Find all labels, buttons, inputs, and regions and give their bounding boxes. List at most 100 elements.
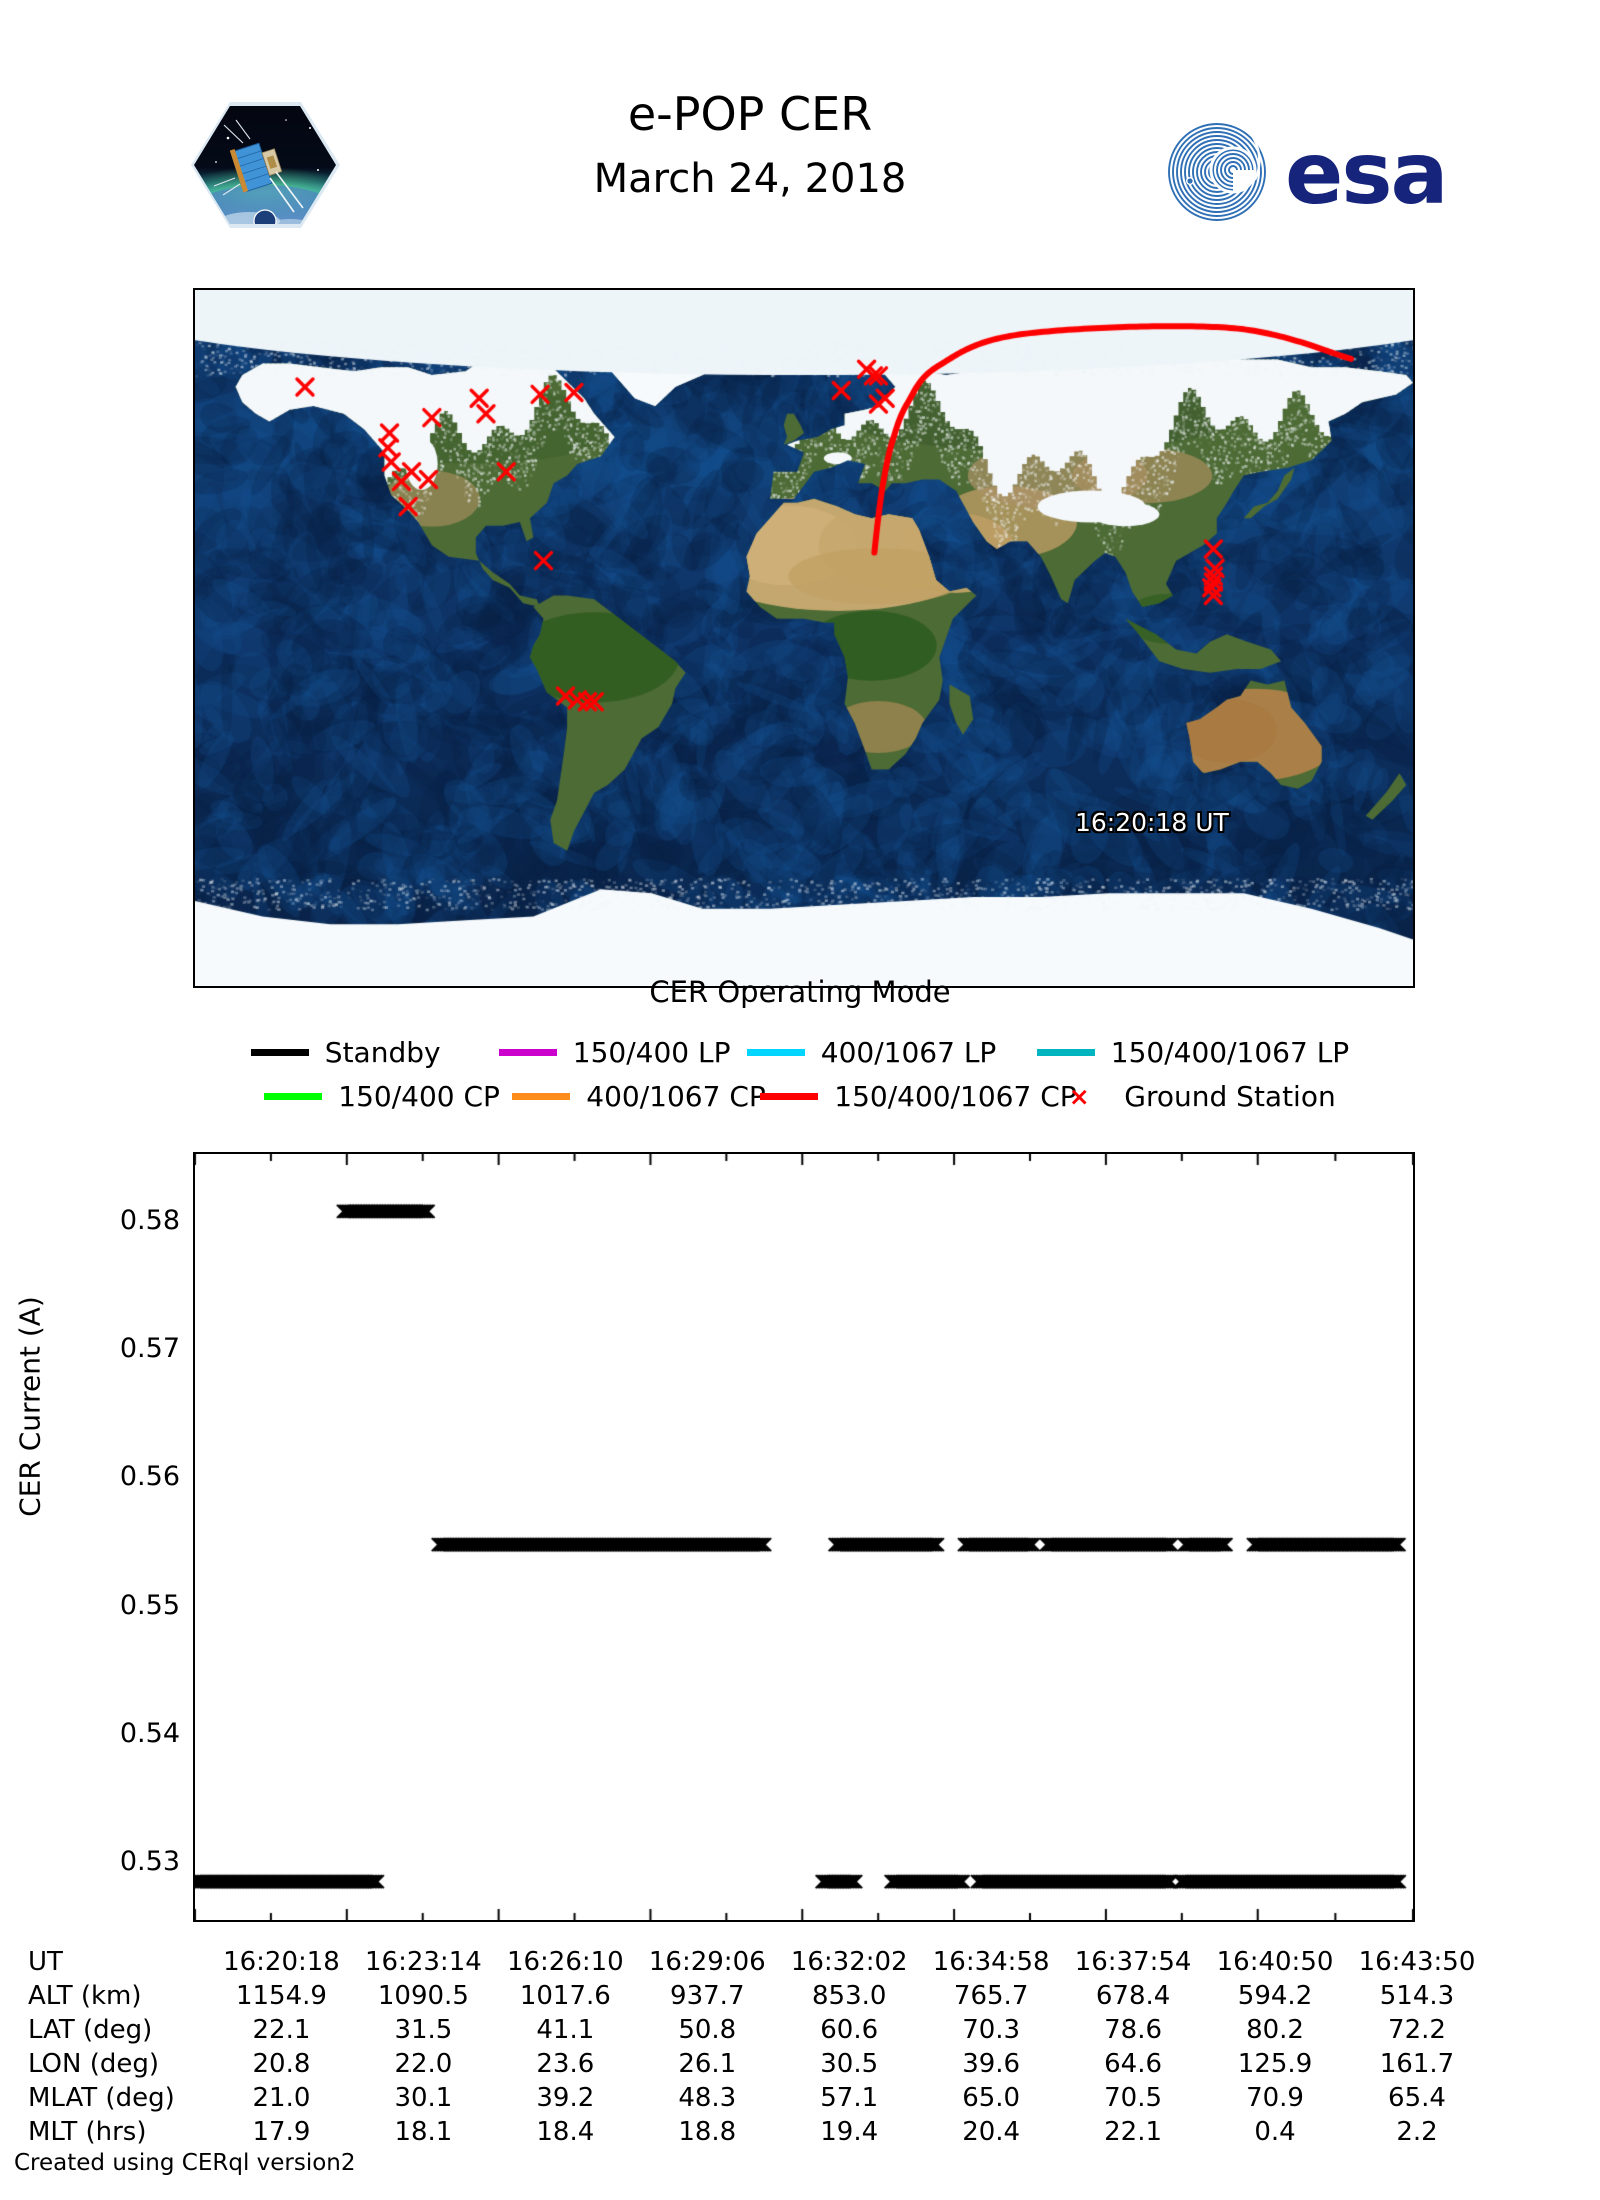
legend-label: 150/400 LP <box>573 1036 731 1069</box>
legend-swatch <box>760 1093 818 1100</box>
esa-wordmark: esa <box>1285 124 1447 224</box>
legend-label: Ground Station <box>1124 1080 1335 1113</box>
y-tick-label: 0.58 <box>40 1205 180 1236</box>
y-tick-label: 0.53 <box>40 1846 180 1877</box>
table-cell: 70.9 <box>1204 2081 1346 2115</box>
legend-item-150-400-lp[interactable]: 150/400 LP <box>499 1036 747 1069</box>
mission-patch-graphic <box>190 100 340 230</box>
table-row: MLT (hrs) 17.9 18.1 18.4 18.8 19.4 20.4 22.1 0.4… <box>28 2115 1488 2149</box>
table-cell: 514.3 <box>1346 1979 1488 2013</box>
table-cell: 22.1 <box>210 2013 352 2047</box>
table-cell: 765.7 <box>920 1979 1062 2013</box>
table-cell: 853.0 <box>778 1979 920 2013</box>
legend-label: 400/1067 CP <box>586 1080 765 1113</box>
table-cell: 16:32:02 <box>778 1945 920 1979</box>
table-row-header: MLT (hrs) <box>28 2115 210 2149</box>
esa-logo: esa <box>1155 120 1445 225</box>
legend-label: Standby <box>325 1036 441 1069</box>
title-block: e-POP CER March 24, 2018 <box>400 90 1100 202</box>
table-row-header: MLAT (deg) <box>28 2081 210 2115</box>
legend-swatch <box>1037 1049 1095 1056</box>
table-cell: 1017.6 <box>494 1979 636 2013</box>
legend-item-150-400-1067-lp[interactable]: 150/400/1067 LP <box>1037 1036 1349 1069</box>
table-cell: 23.6 <box>494 2047 636 2081</box>
legend-swatch <box>499 1049 557 1056</box>
table-cell: 30.1 <box>352 2081 494 2115</box>
table-row: LAT (deg) 22.1 31.5 41.1 50.8 60.6 70.3 78.6 80.… <box>28 2013 1488 2047</box>
page-header: e-POP CER March 24, 2018 <box>0 0 1600 290</box>
table-row: UT 16:20:18 16:23:14 16:26:10 16:29:06 16:32:… <box>28 1945 1488 1979</box>
table-cell: 65.4 <box>1346 2081 1488 2115</box>
table-cell: 70.3 <box>920 2013 1062 2047</box>
table-cell: 17.9 <box>210 2115 352 2149</box>
table-cell: 16:23:14 <box>352 1945 494 1979</box>
ephemeris-table: UT 16:20:18 16:23:14 16:26:10 16:29:06 16:32:… <box>28 1945 1568 2149</box>
table-cell: 594.2 <box>1204 1979 1346 2013</box>
table-cell: 50.8 <box>636 2013 778 2047</box>
legend-item-standby[interactable]: Standby <box>251 1036 499 1069</box>
table-cell: 39.6 <box>920 2047 1062 2081</box>
legend-swatch <box>264 1093 322 1100</box>
table-row-header: ALT (km) <box>28 1979 210 2013</box>
table-cell: 48.3 <box>636 2081 778 2115</box>
table-cell: 1090.5 <box>352 1979 494 2013</box>
y-tick-label: 0.55 <box>40 1590 180 1621</box>
legend-item-400-1067-lp[interactable]: 400/1067 LP <box>747 1036 1037 1069</box>
ground-station-x-icon: × <box>1050 1082 1108 1111</box>
legend-item-ground-station[interactable]: × Ground Station <box>1050 1080 1335 1113</box>
ground-track-map: 16:20:18 UT 16:43:50 UT <box>193 288 1415 988</box>
table-cell: 41.1 <box>494 2013 636 2047</box>
table-cell: 125.9 <box>1204 2047 1346 2081</box>
legend-swatch <box>512 1093 570 1100</box>
ephemeris-table-body: UT 16:20:18 16:23:14 16:26:10 16:29:06 16:32:… <box>28 1945 1488 2149</box>
table-cell: 18.4 <box>494 2115 636 2149</box>
table-cell: 22.0 <box>352 2047 494 2081</box>
table-cell: 26.1 <box>636 2047 778 2081</box>
cassiope-mission-patch <box>190 100 340 230</box>
page-date: March 24, 2018 <box>400 156 1100 202</box>
legend-item-150-400-1067-cp[interactable]: 150/400/1067 CP <box>760 1080 1050 1113</box>
table-cell: 80.2 <box>1204 2013 1346 2047</box>
table-cell: 20.8 <box>210 2047 352 2081</box>
table-cell: 678.4 <box>1062 1979 1204 2013</box>
table-row: MLAT (deg) 21.0 30.1 39.2 48.3 57.1 65.0 70.5 70… <box>28 2081 1488 2115</box>
table-cell: 16:34:58 <box>920 1945 1062 1979</box>
table-cell: 72.2 <box>1346 2013 1488 2047</box>
table-row: ALT (km) 1154.9 1090.5 1017.6 937.7 853.0 765.… <box>28 1979 1488 2013</box>
y-axis-ticks: 0.53 0.54 0.55 0.56 0.57 0.58 <box>30 0 180 2200</box>
legend-label: 150/400 CP <box>338 1080 500 1113</box>
legend-item-400-1067-cp[interactable]: 400/1067 CP <box>512 1080 760 1113</box>
y-tick-label: 0.56 <box>40 1461 180 1492</box>
cer-current-plot <box>193 1152 1415 1922</box>
legend-item-150-400-cp[interactable]: 150/400 CP <box>264 1080 512 1113</box>
world-map-image <box>195 290 1413 986</box>
table-cell: 1154.9 <box>210 1979 352 2013</box>
legend-label: 400/1067 LP <box>821 1036 997 1069</box>
map-start-time-label: 16:20:18 UT <box>1075 808 1229 837</box>
cer-current-scatter <box>195 1154 1413 1920</box>
legend-label: 150/400/1067 CP <box>834 1080 1076 1113</box>
legend-row-1: Standby 150/400 LP 400/1067 LP 150/400/1… <box>0 1030 1600 1074</box>
table-cell: 16:29:06 <box>636 1945 778 1979</box>
table-cell: 65.0 <box>920 2081 1062 2115</box>
table-cell: 64.6 <box>1062 2047 1204 2081</box>
y-tick-label: 0.54 <box>40 1718 180 1749</box>
table-cell: 30.5 <box>778 2047 920 2081</box>
table-cell: 22.1 <box>1062 2115 1204 2149</box>
footer-credit: Created using CERql version2 <box>14 2150 356 2176</box>
table-row-header: LON (deg) <box>28 2047 210 2081</box>
table-cell: 937.7 <box>636 1979 778 2013</box>
table-cell: 18.8 <box>636 2115 778 2149</box>
table-cell: 18.1 <box>352 2115 494 2149</box>
table-cell: 78.6 <box>1062 2013 1204 2047</box>
table-cell: 21.0 <box>210 2081 352 2115</box>
table-cell: 57.1 <box>778 2081 920 2115</box>
table-row: LON (deg) 20.8 22.0 23.6 26.1 30.5 39.6 64.6 125… <box>28 2047 1488 2081</box>
table-cell: 2.2 <box>1346 2115 1488 2149</box>
table-cell: 16:40:50 <box>1204 1945 1346 1979</box>
y-tick-label: 0.57 <box>40 1333 180 1364</box>
table-cell: 16:37:54 <box>1062 1945 1204 1979</box>
table-cell: 31.5 <box>352 2013 494 2047</box>
table-cell: 16:20:18 <box>210 1945 352 1979</box>
legend-swatch <box>747 1049 805 1056</box>
